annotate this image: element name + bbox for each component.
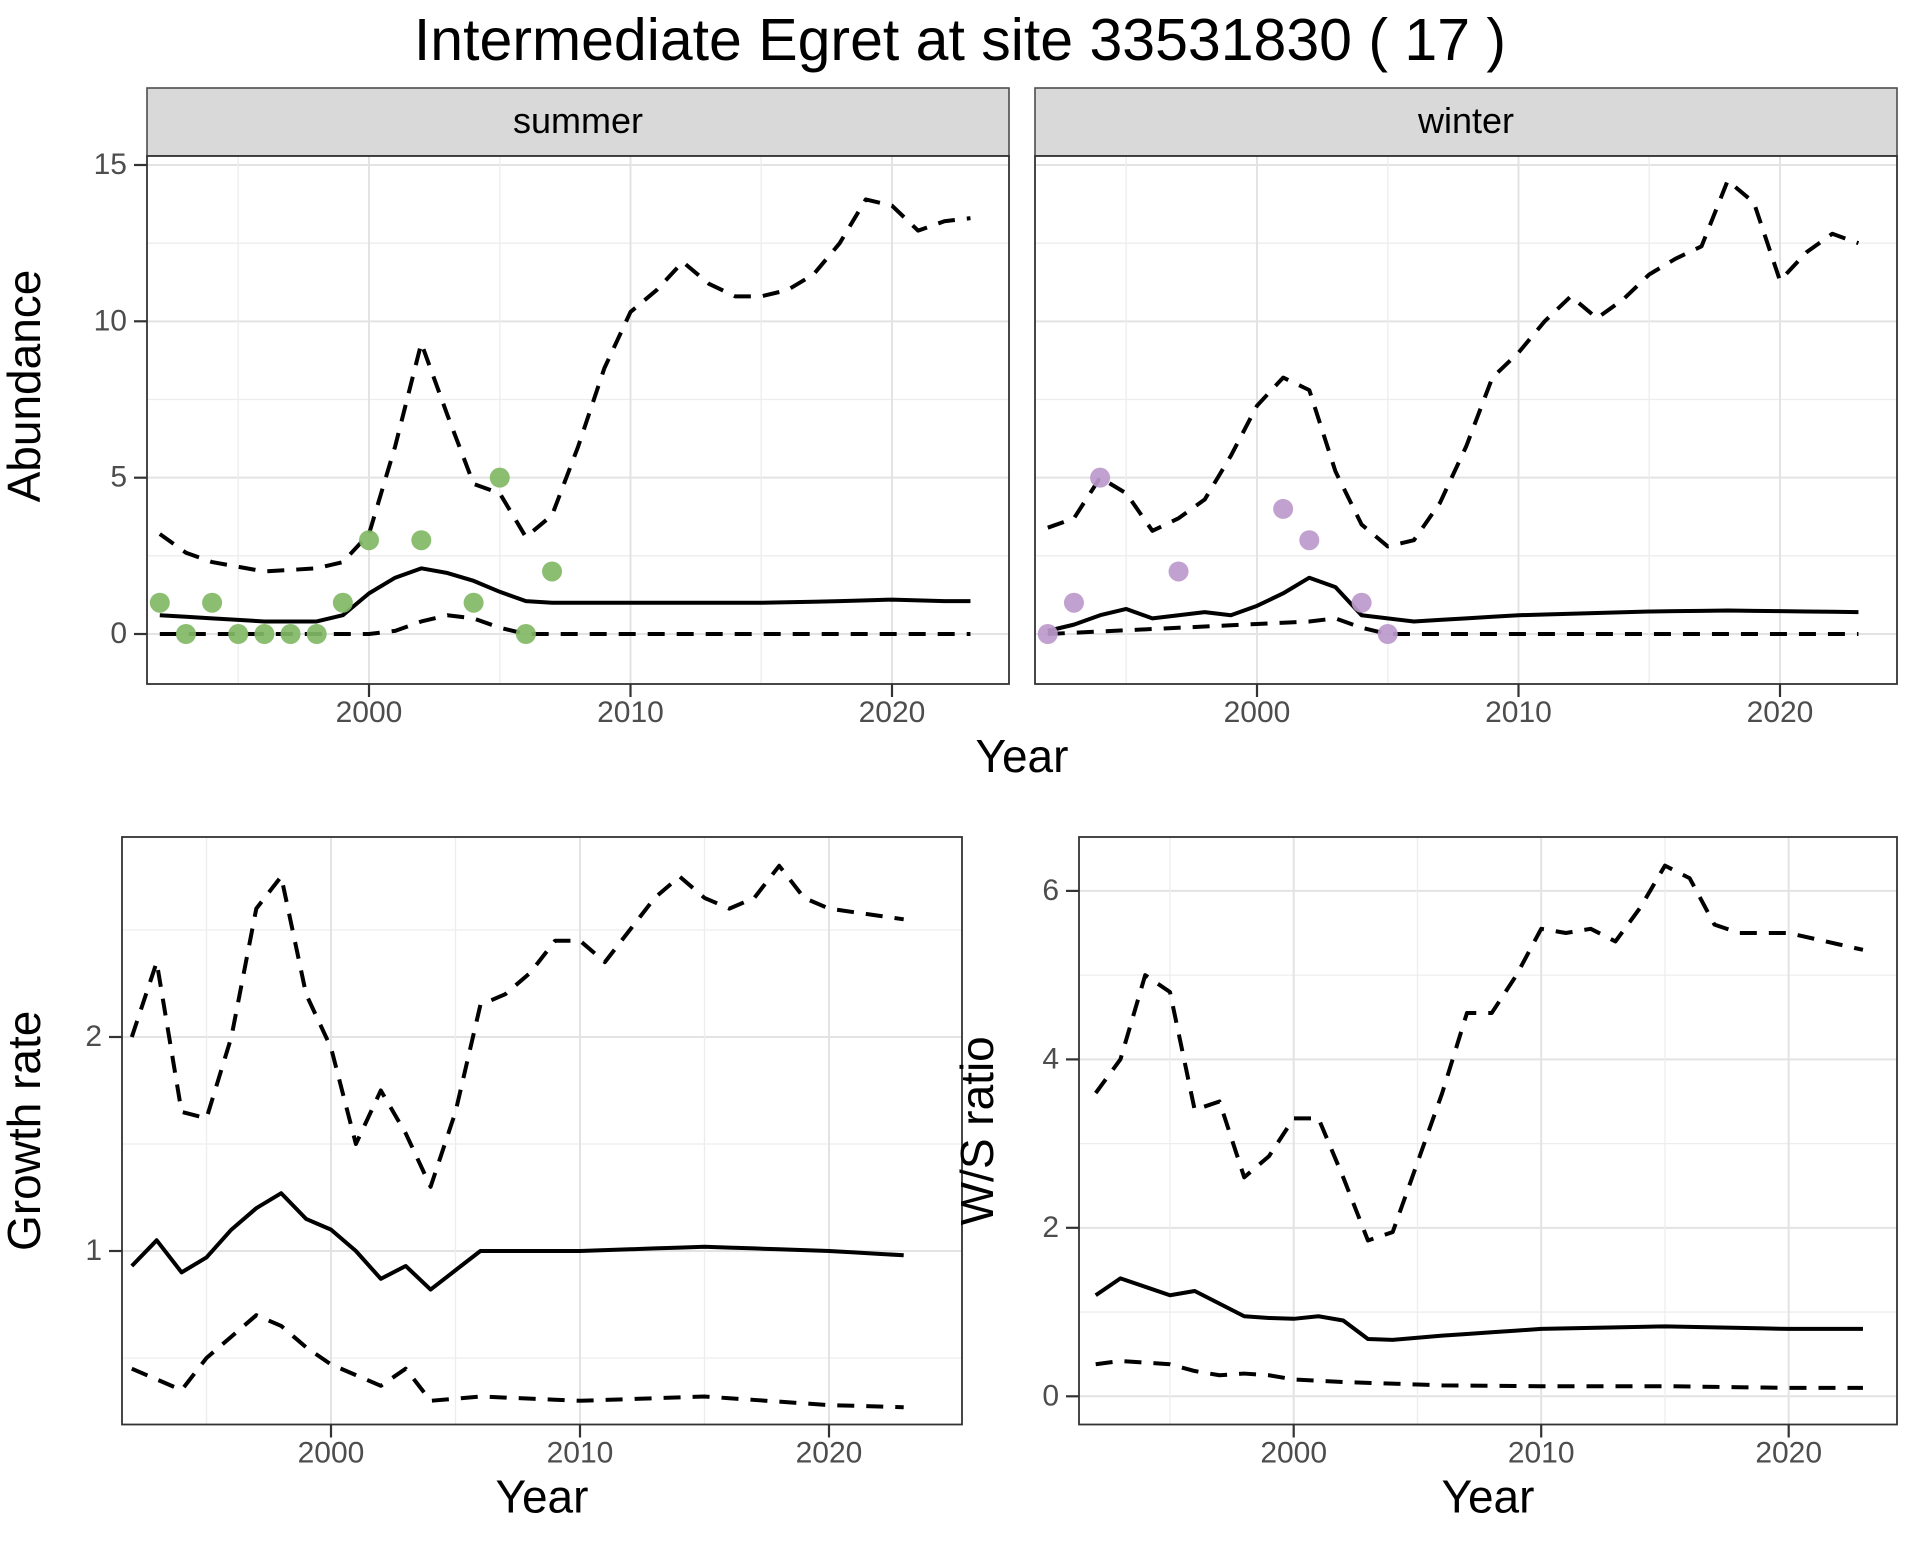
svg-text:2010: 2010 [1485,696,1552,729]
svg-text:Year: Year [976,730,1069,782]
svg-text:Year: Year [1442,1471,1535,1523]
svg-text:0: 0 [1042,1379,1059,1412]
svg-text:2020: 2020 [1755,1437,1822,1470]
svg-text:2000: 2000 [336,696,403,729]
svg-text:2000: 2000 [1224,696,1291,729]
svg-text:winter: winter [1417,100,1514,141]
svg-text:1: 1 [85,1234,102,1267]
svg-text:6: 6 [1042,874,1059,907]
svg-text:2020: 2020 [859,696,926,729]
svg-text:2010: 2010 [1508,1437,1575,1470]
svg-text:5: 5 [110,461,127,494]
svg-text:summer: summer [513,100,643,141]
svg-text:Intermediate Egret at site 335: Intermediate Egret at site 33531830 ( 17… [414,7,1506,73]
svg-text:Abundance: Abundance [0,270,50,503]
svg-text:2020: 2020 [796,1437,863,1470]
svg-text:0: 0 [110,617,127,650]
svg-text:Growth rate: Growth rate [0,1011,50,1251]
svg-text:2000: 2000 [298,1437,365,1470]
svg-text:2010: 2010 [597,696,664,729]
svg-text:15: 15 [94,148,127,181]
svg-text:2: 2 [85,1020,102,1053]
svg-text:2010: 2010 [547,1437,614,1470]
svg-text:2020: 2020 [1747,696,1814,729]
svg-text:4: 4 [1042,1042,1059,1075]
svg-text:W/S ratio: W/S ratio [951,1036,1003,1225]
svg-text:2000: 2000 [1260,1437,1327,1470]
svg-text:Year: Year [496,1471,589,1523]
svg-text:10: 10 [94,304,127,337]
svg-text:2: 2 [1042,1211,1059,1244]
